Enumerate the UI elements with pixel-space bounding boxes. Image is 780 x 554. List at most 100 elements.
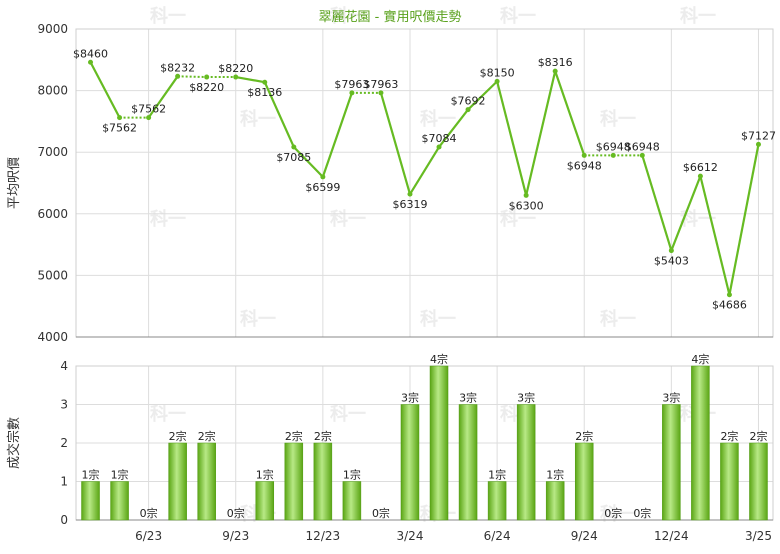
bar-y-tick-label: 4 <box>60 359 68 373</box>
bar-value-label: 2宗 <box>575 429 593 443</box>
bar <box>545 481 565 521</box>
x-tick-label: 3/25 <box>745 529 772 543</box>
watermark-text: 科一 <box>330 208 366 230</box>
line-segment <box>293 146 324 178</box>
line-segment <box>321 92 353 178</box>
line-segment <box>438 108 469 148</box>
x-tick-label: 12/24 <box>654 529 689 543</box>
line-point <box>523 192 529 198</box>
line-segment <box>670 175 702 251</box>
line-point-label: $6948 <box>596 140 631 153</box>
bar-value-label: 2宗 <box>198 429 216 443</box>
bar <box>168 442 187 521</box>
bar <box>749 442 768 521</box>
line-point-label: $6300 <box>509 199 544 212</box>
x-tick-label: 6/23 <box>135 529 162 543</box>
watermark-text: 科一 <box>600 308 636 330</box>
line-segment <box>728 144 760 295</box>
line-point-label: $7963 <box>363 78 398 91</box>
line-segment <box>379 92 412 195</box>
line-point <box>407 191 413 197</box>
line-point <box>726 292 732 298</box>
line-point <box>378 90 384 96</box>
line-point-label: $7562 <box>102 122 137 135</box>
bar-value-label: 3宗 <box>517 391 535 405</box>
line-point <box>465 107 471 113</box>
line-point <box>262 79 268 85</box>
line-point <box>610 152 616 158</box>
bar-value-label: 2宗 <box>285 429 303 443</box>
bar-value-label: 2宗 <box>314 429 332 443</box>
line-point <box>175 73 181 79</box>
bar-y-tick-label: 2 <box>60 436 68 450</box>
bar <box>313 442 333 521</box>
line-segment <box>235 75 265 84</box>
line-point-label: $8136 <box>247 86 282 99</box>
bar <box>197 442 216 521</box>
bar-value-label: 1宗 <box>82 468 100 482</box>
bar-value-label: 4宗 <box>430 352 448 366</box>
bar-value-label: 3宗 <box>662 391 680 405</box>
line-point-label: $6319 <box>392 198 427 211</box>
bar-value-label: 0宗 <box>140 506 158 520</box>
watermark-text: 科一 <box>330 5 366 27</box>
line-point <box>494 78 500 84</box>
line-point <box>552 68 558 74</box>
watermark-text: 科一 <box>150 5 186 27</box>
bar-y-tick-label: 1 <box>60 475 68 489</box>
bar-value-label: 1宗 <box>256 468 274 482</box>
line-point <box>146 115 152 121</box>
watermark-text: 科一 <box>600 108 636 130</box>
line-point-label: $6948 <box>625 140 660 153</box>
line-point <box>320 174 326 180</box>
bar-value-label: 1宗 <box>488 468 506 482</box>
line-point <box>639 152 645 158</box>
bar-value-label: 2宗 <box>749 429 767 443</box>
line-segment <box>89 61 121 119</box>
line-point <box>349 90 355 96</box>
watermark-text: 科一 <box>150 403 186 425</box>
line-segment <box>263 81 295 148</box>
bar-y-tick-label: 0 <box>60 513 68 527</box>
line-y-tick-label: 7000 <box>37 145 68 159</box>
bar <box>662 404 681 521</box>
watermark-text: 科一 <box>240 308 276 330</box>
bar <box>487 481 507 521</box>
line-point-label: $8316 <box>538 56 573 69</box>
bar <box>720 442 739 521</box>
bar-value-label: 0宗 <box>227 506 245 520</box>
bar-value-label: 3宗 <box>459 391 477 405</box>
bar <box>342 481 362 521</box>
line-segment <box>467 80 498 111</box>
line-plot-frame <box>75 28 774 338</box>
line-point-label: $7963 <box>334 78 369 91</box>
bar-value-label: 3宗 <box>401 391 419 405</box>
x-tick-label: 6/24 <box>484 529 511 543</box>
bar-value-label: 0宗 <box>604 506 622 520</box>
line-segment <box>409 146 440 195</box>
bar <box>516 404 536 521</box>
bar <box>574 442 594 521</box>
line-y-tick-label: 5000 <box>37 268 68 282</box>
bar <box>400 404 420 521</box>
line-point-label: $8460 <box>73 47 108 60</box>
chart-title: 翠麗花園 - 實用呎價走勢 <box>318 10 462 25</box>
line-point-label: $6599 <box>305 181 340 194</box>
bar-value-label: 1宗 <box>546 468 564 482</box>
bar <box>458 404 478 521</box>
line-point-label: $6612 <box>683 161 718 174</box>
line-point <box>668 248 674 254</box>
line-segment <box>699 175 731 296</box>
line-y-axis-title: 平均呎價 <box>7 157 22 209</box>
line-point <box>436 144 442 150</box>
line-point <box>755 141 761 147</box>
line-point-label: $5403 <box>654 255 689 268</box>
watermark-text: 科一 <box>680 5 716 27</box>
bar <box>255 481 275 521</box>
line-point-label: $8220 <box>189 81 224 94</box>
watermark-text: 科一 <box>420 308 456 330</box>
line-segment <box>554 70 586 156</box>
line-point <box>88 59 94 65</box>
